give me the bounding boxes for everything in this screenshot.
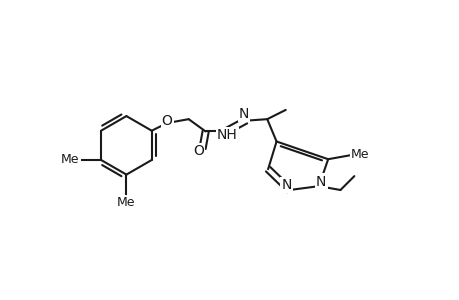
Text: NH: NH bbox=[216, 128, 237, 142]
Text: O: O bbox=[162, 115, 172, 128]
Text: Me: Me bbox=[117, 196, 135, 209]
Text: N: N bbox=[281, 178, 291, 192]
Text: Me: Me bbox=[61, 153, 79, 166]
Text: N: N bbox=[315, 175, 326, 188]
Text: Me: Me bbox=[351, 148, 369, 161]
Text: O: O bbox=[193, 144, 204, 158]
Text: N: N bbox=[238, 107, 249, 121]
